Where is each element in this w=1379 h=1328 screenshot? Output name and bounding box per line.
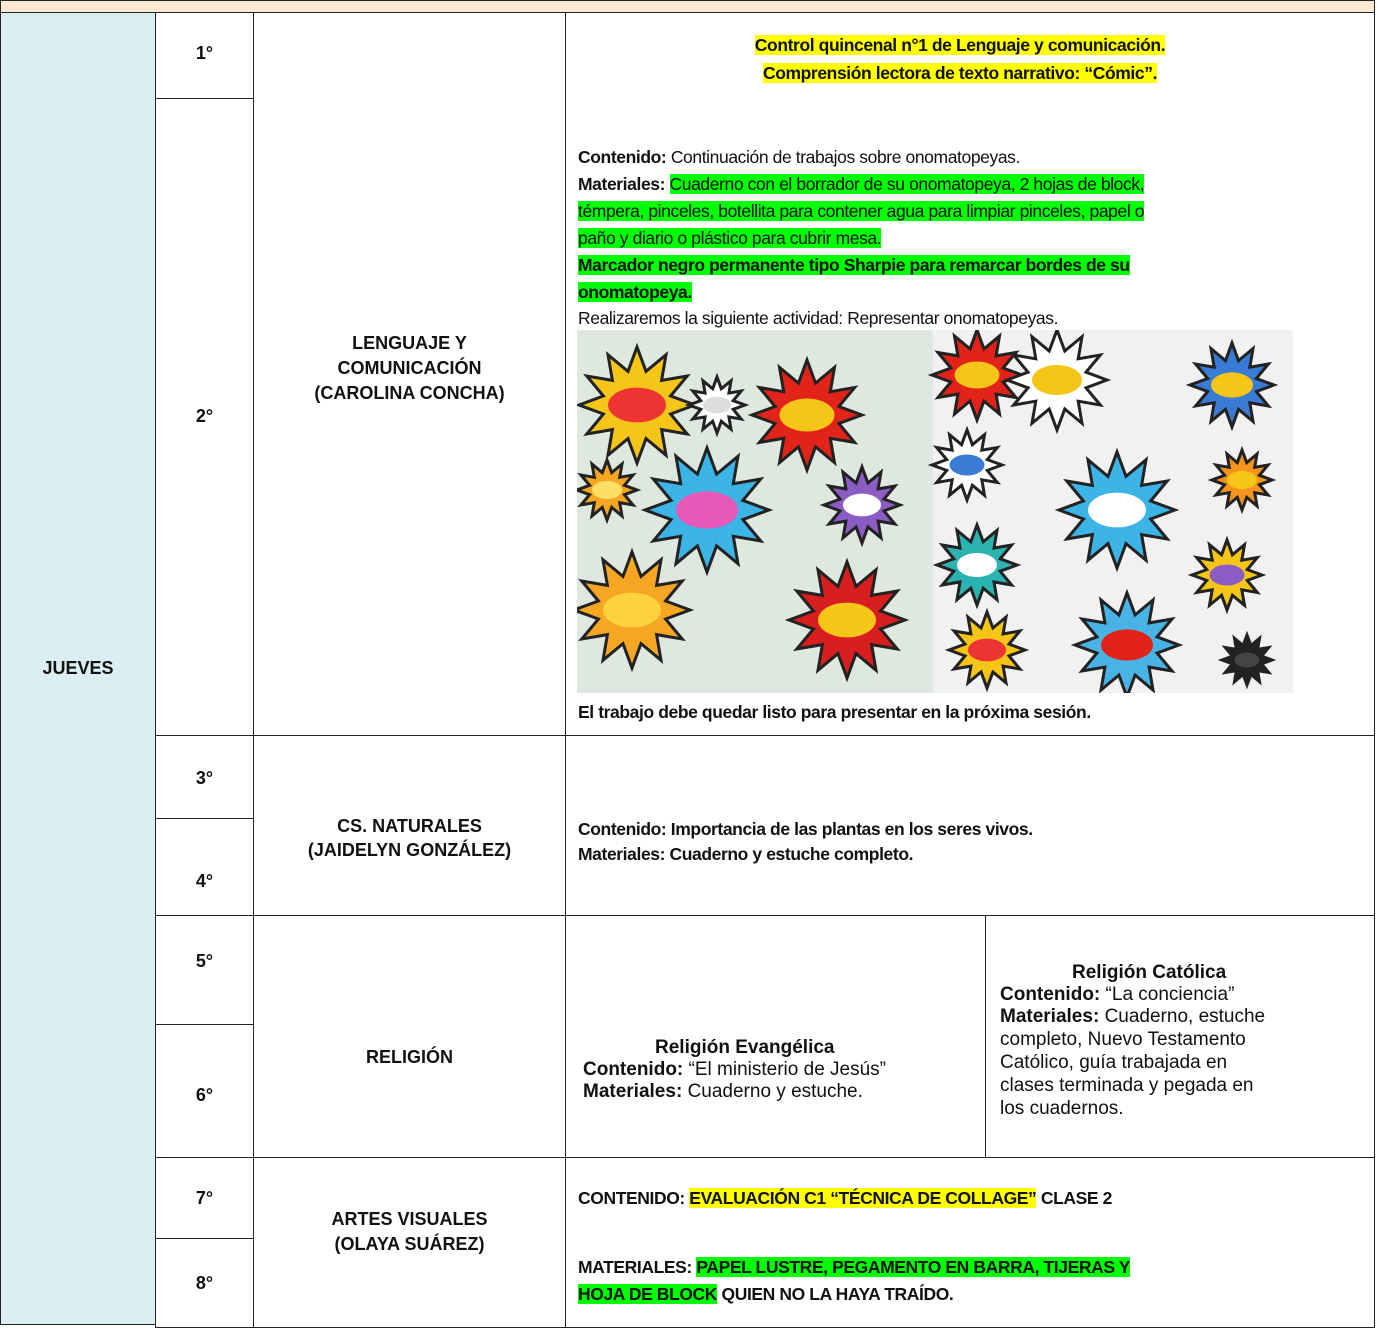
comic-image [577,330,1293,693]
label: Contenido: [583,1059,684,1080]
marcador-line: onomatopeya. [578,282,692,302]
label: Materiales: [583,1081,683,1102]
materiales-line: témpera, pinceles, botellita para conten… [578,201,1145,221]
hour: 1° [195,43,214,63]
burst-center [1101,629,1153,661]
contenido: “La conciencia” [1105,984,1235,1005]
materiales: Cuaderno y estuche. [687,1081,863,1102]
control-line: Control quincenal n°1 de Lenguaje y comu… [754,35,1166,55]
burst-center [703,396,731,414]
label: CONTENIDO: [578,1188,685,1208]
control-line: Comprensión lectora de texto narrativo: … [762,63,1158,83]
subject: LENGUAJE Y [352,333,467,353]
hour: 8° [195,1273,214,1293]
materiales-line: Cuaderno con el borrador de su onomatope… [669,174,1145,194]
day: JUEVES [42,658,114,678]
burst-center [949,454,985,476]
burst-center [1227,471,1257,489]
subject: (CAROLINA CONCHA) [314,383,505,403]
burst-center [592,481,622,499]
subject: COMUNICACIÓN [337,358,482,378]
hour: 4° [195,871,214,891]
hour-cell [155,818,254,916]
religion-title: Religión Católica [1072,962,1227,983]
burst-center [1032,365,1082,395]
subject: (OLAYA SUÁREZ) [334,1234,485,1254]
subject: RELIGIÓN [365,1047,453,1067]
materiales-line: los cuadernos. [1000,1098,1124,1119]
materiales-line: completo, Nuevo Testamento [1000,1029,1246,1050]
burst-center [608,387,666,423]
burst-center [1088,492,1146,528]
materiales-line: Cuaderno, estuche [1104,1006,1266,1027]
burst-center [1234,652,1260,668]
hour: 7° [195,1188,214,1208]
materiales-highlight: HOJA DE BLOCK [578,1284,718,1304]
contenido: Continuación de trabajos sobre onomatope… [670,147,1021,167]
materiales-line: clases terminada y pegada en [1000,1075,1254,1096]
label: Materiales: [578,174,666,194]
materiales-highlight: PAPEL LUSTRE, PEGAMENTO EN BARRA, TIJERA… [696,1257,1131,1277]
hour: 6° [195,1085,214,1105]
marcador-line: Marcador negro permanente tipo Sharpie p… [578,255,1130,275]
hour: 2° [195,406,214,426]
day-cell [0,12,156,1325]
label: Contenido: [578,147,667,167]
burst-center [843,493,881,517]
contenido: “El ministerio de Jesús” [688,1059,886,1080]
materiales-line: Católico, guía trabajada en [1000,1052,1228,1073]
hour: 3° [195,768,214,788]
contenido-highlight: EVALUACIÓN C1 “TÉCNICA DE COLLAGE” [689,1188,1037,1208]
materiales-rest: QUIEN NO LA HAYA TRAÍDO. [721,1284,954,1304]
line: Contenido: Importancia de las plantas en… [578,819,1033,839]
subject: (JAIDELYN GONZÁLEZ) [307,840,512,860]
burst-center [676,491,738,529]
burst-center [1211,372,1253,398]
contenido-rest: CLASE 2 [1040,1188,1113,1208]
subject: ARTES VISUALES [331,1209,488,1229]
line: Materiales: Cuaderno y estuche completo. [578,844,914,864]
religion-title: Religión Evangélica [655,1037,835,1058]
burst-center [603,592,661,628]
burst-center [968,638,1006,662]
burst-center [818,602,876,638]
label: MATERIALES: [578,1257,692,1277]
label: Contenido: [1000,984,1101,1005]
actividad: Realizaremos la siguiente actividad: Rep… [578,308,1059,328]
burst-center [954,361,1000,389]
materiales-line: paño y diario o plástico para cubrir mes… [578,228,882,248]
burst-center [1209,564,1245,586]
subject-cell [253,915,566,1158]
label: Materiales: [1000,1006,1100,1027]
subject: CS. NATURALES [337,816,482,836]
burst-center [779,398,835,432]
hour: 5° [195,951,214,971]
cierre: El trabajo debe quedar listo para presen… [578,702,1091,722]
burst-center [957,553,997,577]
